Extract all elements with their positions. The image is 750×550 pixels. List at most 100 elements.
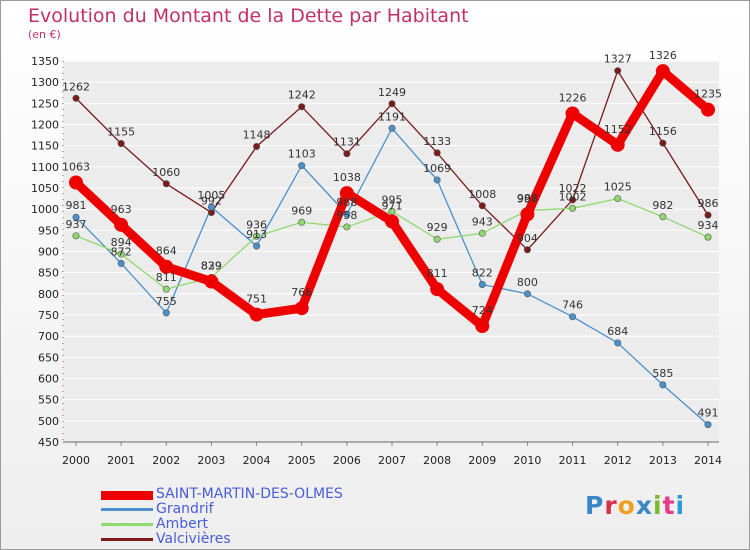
data-point xyxy=(117,250,125,258)
data-point xyxy=(430,282,445,297)
data-label: 1155 xyxy=(107,126,135,139)
x-tick-label: 2013 xyxy=(649,454,677,467)
data-label: 746 xyxy=(562,299,583,312)
data-label: 585 xyxy=(652,367,673,380)
data-point xyxy=(478,281,486,289)
data-point xyxy=(162,285,170,293)
data-point xyxy=(478,229,486,237)
data-point xyxy=(298,103,306,111)
data-point xyxy=(523,290,531,298)
data-label: 936 xyxy=(246,218,267,231)
x-tick-label: 2005 xyxy=(288,454,316,467)
data-point xyxy=(565,106,580,121)
y-tick-label: 850 xyxy=(38,267,59,280)
data-point xyxy=(72,213,80,221)
data-point xyxy=(659,381,667,389)
data-label: 997 xyxy=(517,192,538,205)
data-point xyxy=(614,195,622,203)
data-label: 1148 xyxy=(243,129,271,142)
data-label: 751 xyxy=(246,293,267,306)
data-label: 971 xyxy=(382,199,403,212)
data-label: 958 xyxy=(336,209,357,222)
data-label: 943 xyxy=(472,215,493,228)
data-point xyxy=(339,186,354,201)
data-label: 969 xyxy=(291,204,312,217)
x-tick-label: 2006 xyxy=(333,454,361,467)
data-label: 1326 xyxy=(649,49,677,62)
data-label: 988 xyxy=(336,196,357,209)
data-label: 904 xyxy=(517,232,538,245)
legend-swatch xyxy=(101,508,153,511)
data-point xyxy=(614,67,622,75)
x-tick-label: 2008 xyxy=(423,454,451,467)
data-point xyxy=(298,218,306,226)
axes: 450 500 550 600 650 700 750 800 850 900 950 1000 105… xyxy=(31,55,722,467)
logo-letter: t xyxy=(662,491,676,520)
data-point xyxy=(114,217,129,232)
y-tick-label: 1250 xyxy=(31,97,59,110)
data-point xyxy=(117,140,125,148)
legend-swatch xyxy=(101,538,153,541)
data-point xyxy=(701,102,715,117)
data-label: 1226 xyxy=(559,91,587,104)
data-label: 1008 xyxy=(468,188,496,201)
legend-label: Ambert xyxy=(156,516,208,532)
data-label: 1191 xyxy=(378,110,406,123)
data-point xyxy=(162,180,170,188)
data-label: 995 xyxy=(382,193,403,206)
data-point xyxy=(655,64,670,79)
x-tick-label: 2003 xyxy=(197,454,225,467)
y-tick-label: 1200 xyxy=(31,119,59,132)
y-tick-label: 650 xyxy=(38,351,59,364)
x-tick-label: 2011 xyxy=(559,454,587,467)
y-tick-label: 550 xyxy=(38,394,59,407)
data-label: 929 xyxy=(427,221,448,234)
legend-label: Valcivières xyxy=(156,531,231,547)
chart-title: Evolution du Montant de la Dette par Hab… xyxy=(28,5,469,27)
data-label: 988 xyxy=(517,192,538,205)
data-point xyxy=(433,235,441,243)
data-point xyxy=(162,309,170,317)
data-label: 981 xyxy=(66,199,87,212)
data-label: 1235 xyxy=(694,88,722,101)
data-point xyxy=(253,232,261,240)
y-tick-label: 1050 xyxy=(31,182,59,195)
data-label: 1025 xyxy=(604,181,632,194)
data-point xyxy=(117,259,125,267)
y-tick-label: 500 xyxy=(38,415,59,428)
x-tick-label: 2002 xyxy=(152,454,180,467)
x-tick-label: 2010 xyxy=(513,454,541,467)
data-point xyxy=(69,175,83,190)
x-tick-label: 2014 xyxy=(694,454,722,467)
data-label: 872 xyxy=(111,245,132,258)
data-label: 491 xyxy=(698,407,719,420)
data-point xyxy=(298,162,306,170)
data-point xyxy=(704,233,712,241)
data-label: 1131 xyxy=(333,136,361,149)
data-point xyxy=(343,223,351,231)
legend-swatch xyxy=(101,523,153,526)
data-point xyxy=(704,421,712,429)
data-point xyxy=(294,301,309,316)
data-point xyxy=(610,137,625,152)
data-point xyxy=(569,196,577,204)
x-tick-label: 2000 xyxy=(62,454,90,467)
data-point xyxy=(72,94,80,102)
y-tick-label: 450 xyxy=(38,436,59,449)
data-label: 1262 xyxy=(62,80,90,93)
data-label: 766 xyxy=(291,286,312,299)
data-label: 684 xyxy=(607,325,628,338)
x-tick-label: 2001 xyxy=(107,454,135,467)
data-label: 894 xyxy=(111,236,132,249)
y-tick-label: 1100 xyxy=(31,161,59,174)
data-label: 1242 xyxy=(288,89,316,102)
data-label: 864 xyxy=(156,245,177,258)
data-label: 937 xyxy=(66,218,87,231)
chart-unit-label: (en €) xyxy=(28,28,61,41)
data-point xyxy=(478,202,486,210)
data-label: 800 xyxy=(517,276,538,289)
data-label: 913 xyxy=(246,228,267,241)
data-point xyxy=(704,211,712,219)
data-label: 1005 xyxy=(197,189,225,202)
